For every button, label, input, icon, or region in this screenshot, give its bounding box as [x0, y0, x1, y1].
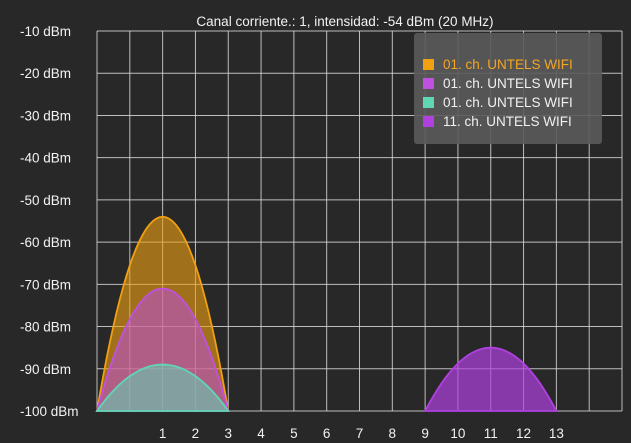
y-tick-label: -50 dBm [20, 193, 71, 208]
x-tick-label: 6 [323, 426, 331, 441]
y-tick-label: -100 dBm [20, 404, 79, 419]
y-tick-label: -30 dBm [20, 108, 71, 123]
legend-item[interactable]: 01. ch. UNTELS WIFI [423, 95, 573, 110]
x-tick-label: 3 [224, 426, 232, 441]
y-tick-label: -90 dBm [20, 362, 71, 377]
legend-label: 11. ch. UNTELS WIFI [443, 114, 572, 129]
legend-swatch [423, 59, 434, 70]
legend-swatch [423, 78, 434, 89]
x-tick-label: 2 [192, 426, 200, 441]
legend-background [414, 33, 602, 144]
legend-label: 01. ch. UNTELS WIFI [443, 76, 573, 91]
x-tick-label: 12 [516, 426, 531, 441]
legend-item[interactable]: 11. ch. UNTELS WIFI [423, 114, 572, 129]
x-tick-label: 4 [257, 426, 265, 441]
legend-item[interactable]: 01. ch. UNTELS WIFI [423, 57, 573, 72]
legend-swatch [423, 97, 434, 108]
x-tick-label: 11 [484, 426, 498, 441]
x-tick-label: 7 [356, 426, 364, 441]
x-tick-label: 8 [389, 426, 397, 441]
x-tick-label: 10 [450, 426, 465, 441]
legend: 01. ch. UNTELS WIFI 01. ch. UNTELS WIFI 01… [414, 33, 602, 144]
current-channel-status: Canal corriente.: 1, intensidad: -54 dBm… [196, 14, 493, 29]
x-axis-labels: 1 2 3 4 5 6 7 8 9 10 11 12 13 [159, 426, 564, 441]
y-tick-label: -40 dBm [20, 151, 71, 166]
legend-label: 01. ch. UNTELS WIFI [443, 95, 573, 110]
y-tick-label: -10 dBm [20, 24, 71, 39]
signal-area-ch1[interactable] [95, 363, 231, 412]
y-tick-label: -80 dBm [20, 320, 71, 335]
y-axis-labels: -10 dBm -20 dBm -30 dBm -40 dBm -50 dBm -60 d… [20, 24, 79, 419]
y-tick-label: -20 dBm [20, 66, 71, 81]
x-tick-label: 1 [159, 426, 167, 441]
x-tick-label: 9 [421, 426, 429, 441]
x-tick-label: 13 [549, 426, 564, 441]
x-tick-label: 5 [290, 426, 298, 441]
legend-item[interactable]: 01. ch. UNTELS WIFI [423, 76, 573, 91]
legend-label: 01. ch. UNTELS WIFI [443, 57, 573, 72]
signal-areas [95, 215, 558, 412]
y-tick-label: -70 dBm [20, 277, 71, 292]
signal-area-ch11[interactable] [423, 346, 558, 412]
legend-swatch [423, 116, 434, 127]
y-tick-label: -60 dBm [20, 235, 71, 250]
